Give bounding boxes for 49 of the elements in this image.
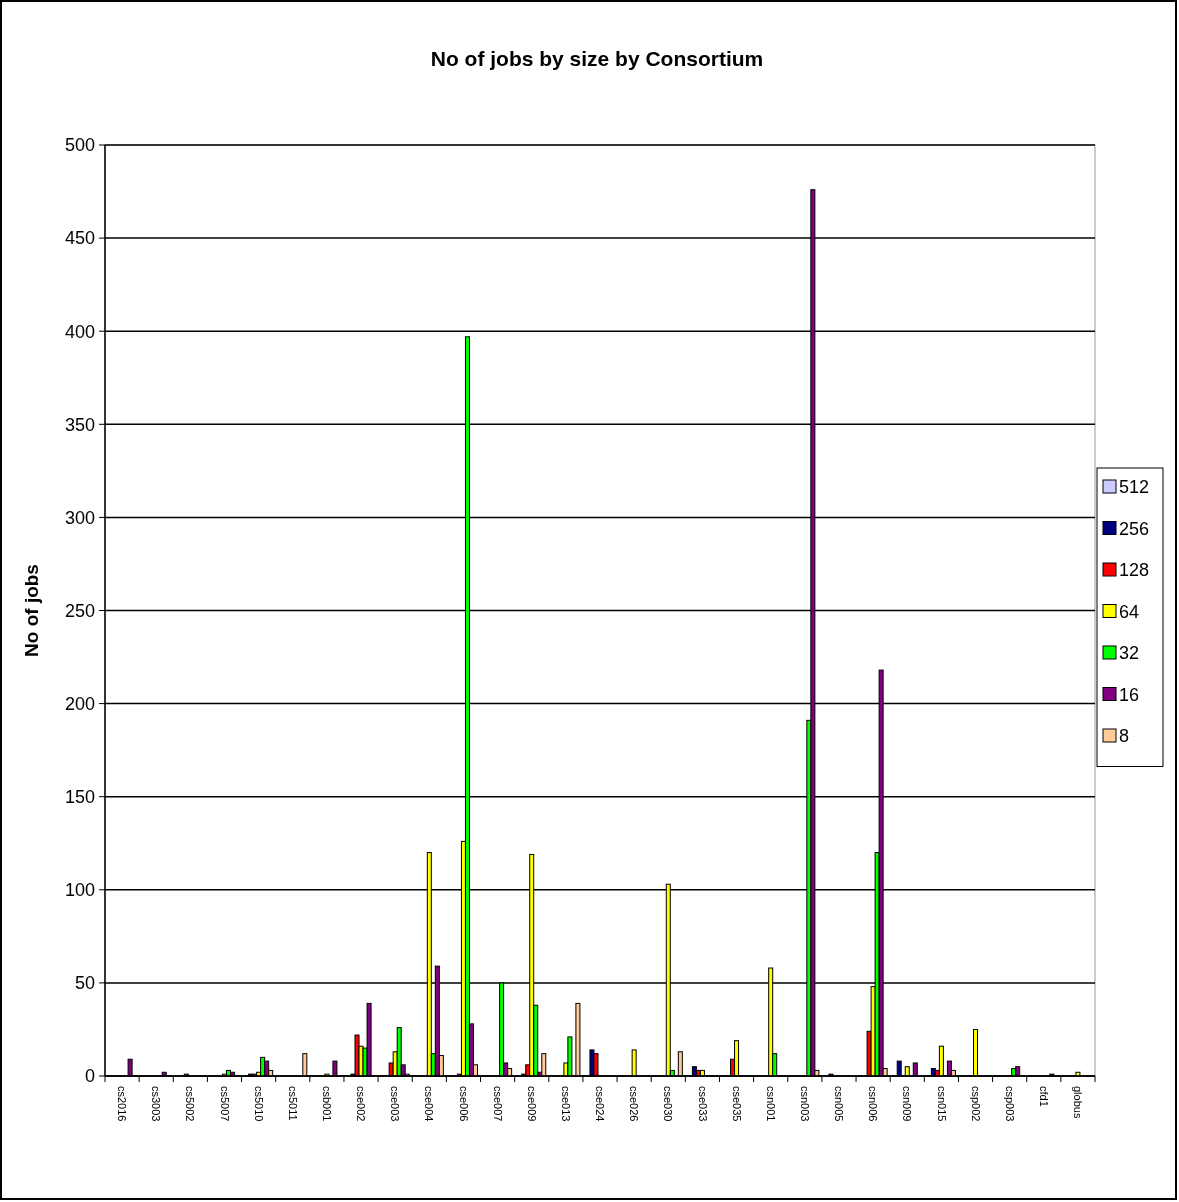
x-tick-label: csn015 xyxy=(935,1086,948,1122)
x-tick-label: csp002 xyxy=(969,1086,982,1122)
y-tick-label: 50 xyxy=(74,973,95,994)
x-tick-label: cse033 xyxy=(696,1086,709,1122)
x-tick-label: cse002 xyxy=(355,1086,368,1122)
x-tick-label: globus xyxy=(1072,1086,1085,1119)
legend-label: 8 xyxy=(1119,726,1130,747)
x-tick-label: cse013 xyxy=(560,1086,573,1122)
x-tick-label: cs5010 xyxy=(252,1086,265,1122)
x-tick-label: cfd1 xyxy=(1037,1086,1050,1107)
y-tick-label: 250 xyxy=(64,600,95,621)
legend-label: 512 xyxy=(1119,477,1150,498)
x-tick-label: csb001 xyxy=(321,1086,334,1122)
y-tick-label: 150 xyxy=(64,787,95,807)
legend-label: 128 xyxy=(1119,560,1150,581)
y-tick-label: 450 xyxy=(64,228,95,249)
x-tick-label: csp003 xyxy=(1003,1086,1016,1122)
x-tick-label: cse007 xyxy=(491,1086,504,1122)
legend-label: 256 xyxy=(1119,518,1150,539)
x-tick-label: cs5002 xyxy=(184,1086,197,1122)
x-tick-label: csn001 xyxy=(764,1086,777,1122)
x-tick-label: cse006 xyxy=(457,1086,470,1122)
x-tick-label: csn006 xyxy=(867,1086,880,1122)
x-tick-label: cse024 xyxy=(594,1086,607,1122)
y-axis-title: No of jobs xyxy=(21,564,42,657)
x-tick-label: cse004 xyxy=(423,1086,436,1122)
x-tick-label: csn003 xyxy=(798,1086,811,1122)
x-tick-label: csn009 xyxy=(901,1086,914,1122)
y-tick-label: 350 xyxy=(64,414,95,435)
x-tick-label: cse035 xyxy=(730,1086,743,1122)
y-tick-label: 200 xyxy=(64,693,95,714)
x-tick-label: csn005 xyxy=(833,1086,846,1122)
x-tick-label: cse026 xyxy=(628,1086,641,1122)
y-tick-label: 300 xyxy=(64,507,95,528)
chart-title: No of jobs by size by Consortium xyxy=(430,47,764,70)
x-tick-label: cs5007 xyxy=(218,1086,231,1122)
legend-label: 32 xyxy=(1119,643,1140,664)
legend-label: 64 xyxy=(1119,601,1140,622)
y-tick-label: 100 xyxy=(64,880,95,901)
x-tick-label: cse009 xyxy=(525,1086,538,1122)
x-tick-label: cs3003 xyxy=(150,1086,163,1122)
legend-label: 16 xyxy=(1119,684,1140,705)
x-tick-label: cs2016 xyxy=(116,1086,129,1122)
y-tick-label: 500 xyxy=(64,135,95,156)
y-tick-label: 0 xyxy=(84,1066,95,1087)
x-tick-label: cse030 xyxy=(662,1086,675,1122)
x-tick-label: cse003 xyxy=(389,1086,402,1122)
y-tick-label: 400 xyxy=(64,321,95,342)
x-tick-label: cs5011 xyxy=(286,1086,299,1121)
